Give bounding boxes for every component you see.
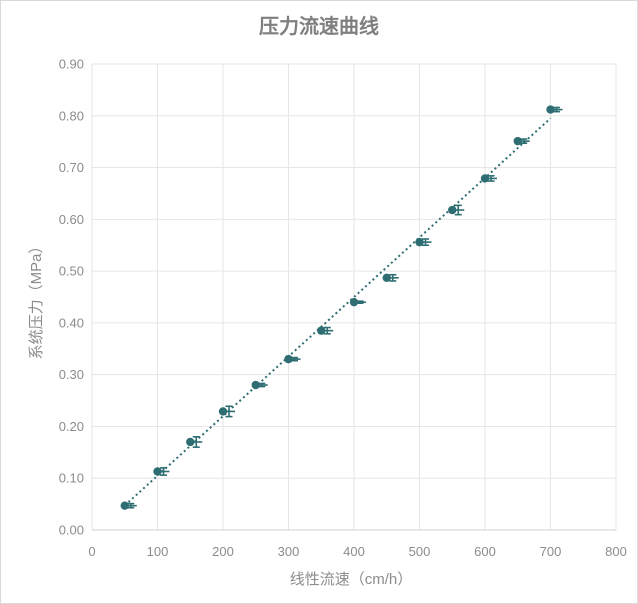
y-tick-label: 0.60 — [59, 212, 84, 227]
y-tick-label: 0.20 — [59, 419, 84, 434]
data-point — [513, 136, 522, 146]
data-point — [251, 380, 260, 390]
data-point-group — [284, 354, 301, 364]
data-point-group — [186, 435, 203, 448]
y-tick-label: 0.10 — [59, 471, 84, 486]
data-point — [317, 326, 326, 335]
data-point-group — [251, 380, 268, 390]
y-tick-label: 0.50 — [59, 264, 84, 279]
x-tick-label: 700 — [540, 544, 562, 559]
data-point-group — [382, 273, 399, 283]
data-point-group — [480, 174, 497, 183]
chart-title: 压力流速曲线 — [259, 14, 379, 38]
x-axis-label: 线性流速（cm/h） — [290, 571, 413, 588]
data-point-group — [415, 237, 432, 247]
data-point-group — [153, 467, 170, 476]
x-tick-label: 500 — [409, 544, 431, 559]
y-tick-label: 0.80 — [59, 108, 84, 123]
data-point-group — [448, 204, 465, 216]
x-tick-label: 400 — [343, 544, 365, 559]
y-axis-label: 系统压力（MPa） — [28, 239, 45, 360]
data-point — [186, 437, 195, 447]
x-tick-label: 100 — [147, 544, 169, 559]
data-point — [218, 407, 228, 416]
data-point-group — [120, 501, 137, 510]
data-point — [349, 297, 359, 307]
y-tick-label: 0.00 — [59, 523, 84, 538]
data-point — [546, 105, 555, 114]
data-point — [415, 237, 424, 247]
data-point — [284, 354, 293, 364]
grid-lines — [91, 63, 617, 531]
y-tick-label: 0.40 — [59, 315, 84, 330]
y-tick-label: 0.90 — [59, 57, 84, 72]
data-point-group — [218, 405, 235, 418]
x-tick-label: 0 — [88, 544, 95, 559]
data-point — [480, 174, 490, 183]
data-point-group — [317, 326, 334, 335]
data-point — [382, 273, 391, 283]
y-tick-label: 0.30 — [59, 367, 84, 382]
data-point-group — [349, 297, 366, 307]
data-point — [153, 467, 162, 476]
data-points — [120, 105, 563, 510]
x-tick-label: 600 — [474, 544, 496, 559]
x-tick-label: 300 — [278, 544, 300, 559]
x-tick-label: 200 — [212, 544, 234, 559]
data-point — [448, 205, 457, 215]
y-tick-label: 0.70 — [59, 160, 84, 175]
data-point-group — [513, 136, 530, 146]
x-tick-label: 800 — [605, 544, 627, 559]
data-point-group — [546, 105, 563, 114]
data-point — [120, 501, 129, 510]
axes: 0 100 200 300 400 500 600 700 800 0.00 0.10 0.20 0.3… — [59, 57, 627, 560]
